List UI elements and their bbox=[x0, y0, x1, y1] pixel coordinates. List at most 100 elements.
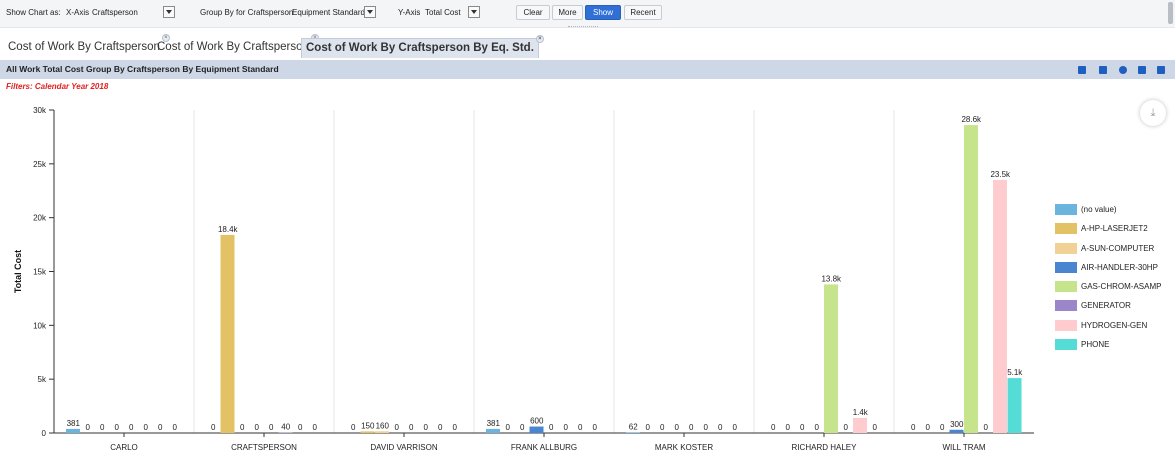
data-label: 0 bbox=[786, 423, 791, 432]
data-label: 0 bbox=[940, 423, 945, 432]
xaxis-select[interactable]: Craftsperson bbox=[92, 8, 138, 17]
legend-swatch bbox=[1055, 300, 1077, 312]
data-label: 0 bbox=[689, 423, 694, 432]
tab-cost-by-craftsperson-eq-std[interactable]: Cost of Work By Craftsperson By Eq. Std.… bbox=[301, 35, 544, 58]
print-icon[interactable] bbox=[1157, 66, 1165, 74]
legend-label: (no value) bbox=[1081, 205, 1117, 214]
bar bbox=[375, 431, 389, 433]
bar bbox=[824, 284, 838, 433]
more-button[interactable]: More bbox=[552, 5, 583, 20]
data-label: 0 bbox=[733, 423, 738, 432]
legend-swatch bbox=[1055, 339, 1077, 351]
data-label: 0 bbox=[660, 423, 665, 432]
tab-cost-by-craftsperson-1[interactable]: Cost of Work By Craftsperson × bbox=[4, 34, 170, 58]
data-label: 0 bbox=[984, 423, 989, 432]
data-label: 150 bbox=[361, 421, 375, 430]
x-tick-label: WILL TRAM bbox=[942, 443, 985, 452]
data-label: 0 bbox=[351, 423, 356, 432]
y-tick-label: 20k bbox=[33, 214, 47, 223]
bar bbox=[66, 428, 80, 433]
document-icon[interactable] bbox=[1138, 66, 1146, 74]
y-tick-label: 30k bbox=[33, 106, 47, 115]
legend-label: HYDROGEN-GEN bbox=[1081, 320, 1148, 330]
data-label: 0 bbox=[298, 423, 303, 432]
download-icon[interactable]: ⤓ bbox=[1140, 100, 1166, 126]
groupby-label: Group By for Craftsperson bbox=[200, 8, 294, 17]
show-button[interactable]: Show bbox=[585, 5, 621, 20]
data-label: 0 bbox=[86, 423, 91, 432]
data-label: 0 bbox=[771, 423, 776, 432]
x-tick-label: MARK KOSTER bbox=[655, 443, 713, 452]
xaxis-dropdown-icon[interactable] bbox=[163, 6, 175, 18]
legend-label: GAS-CHROM-ASAMP bbox=[1081, 282, 1162, 292]
pie-chart-icon[interactable] bbox=[1119, 66, 1127, 74]
x-tick-label: FRANK ALLBURG bbox=[511, 443, 577, 452]
x-tick-label: DAVID VARRISON bbox=[370, 443, 437, 452]
bar bbox=[360, 431, 375, 433]
resize-grip[interactable] bbox=[568, 26, 598, 28]
legend-label: PHONE bbox=[1081, 340, 1110, 350]
data-label: 160 bbox=[376, 421, 390, 430]
yaxis-select[interactable]: Total Cost bbox=[425, 8, 461, 17]
data-label: 40 bbox=[281, 423, 290, 432]
y-tick-label: 25k bbox=[33, 160, 47, 169]
data-label: 1.4k bbox=[853, 408, 869, 417]
recent-button[interactable]: Recent bbox=[624, 5, 662, 20]
data-label: 0 bbox=[240, 423, 245, 432]
data-label: 0 bbox=[453, 423, 458, 432]
panel-title: All Work Total Cost Group By Craftsperso… bbox=[6, 64, 279, 74]
legend-swatch bbox=[1055, 223, 1077, 235]
groupby-dropdown-icon[interactable] bbox=[364, 6, 376, 18]
y-tick-label: 5k bbox=[38, 375, 47, 384]
y-tick-label: 10k bbox=[33, 321, 47, 330]
data-label: 0 bbox=[100, 423, 105, 432]
show-chart-label: Show Chart as: bbox=[6, 8, 61, 17]
data-label: 0 bbox=[675, 423, 680, 432]
scrollbar-thumb[interactable] bbox=[1168, 2, 1173, 24]
bar bbox=[486, 428, 500, 433]
data-label: 0 bbox=[269, 423, 274, 432]
chart-toolbar: Show Chart as: X-Axis Craftsperson Group… bbox=[0, 0, 1175, 28]
bar bbox=[853, 417, 867, 433]
grid-icon[interactable] bbox=[1099, 66, 1107, 74]
bar bbox=[1007, 378, 1022, 433]
data-label: 0 bbox=[815, 423, 820, 432]
data-label: 0 bbox=[873, 423, 878, 432]
tab-label: Cost of Work By Craftsperson bbox=[8, 41, 160, 53]
data-label: 5.1k bbox=[1007, 368, 1023, 377]
legend-swatch bbox=[1055, 242, 1077, 254]
data-label: 0 bbox=[211, 423, 216, 432]
legend-swatch bbox=[1055, 319, 1077, 331]
close-icon[interactable]: × bbox=[535, 35, 544, 43]
data-label: 0 bbox=[520, 423, 525, 432]
clear-button[interactable]: Clear bbox=[516, 5, 550, 20]
y-tick-label: 15k bbox=[33, 268, 47, 277]
data-label: 62 bbox=[629, 422, 638, 431]
data-label: 0 bbox=[911, 423, 916, 432]
yaxis-dropdown-icon[interactable] bbox=[468, 6, 480, 18]
data-label: 0 bbox=[395, 423, 400, 432]
folder-icon[interactable] bbox=[1078, 66, 1086, 74]
data-label: 0 bbox=[173, 423, 178, 432]
groupby-select[interactable]: Equipment Standard bbox=[292, 8, 365, 17]
data-label: 0 bbox=[158, 423, 163, 432]
data-label: 0 bbox=[129, 423, 134, 432]
data-label: 0 bbox=[844, 423, 849, 432]
tab-cost-by-craftsperson-2[interactable]: Cost of Work By Craftsperson × bbox=[153, 34, 319, 58]
y-axis-title: Total Cost bbox=[13, 250, 23, 293]
data-label: 300 bbox=[950, 420, 964, 429]
x-tick-label: RICHARD HALEY bbox=[792, 443, 858, 452]
legend-label: GENERATOR bbox=[1081, 301, 1131, 311]
legend-swatch bbox=[1055, 261, 1077, 273]
bar bbox=[529, 426, 544, 433]
data-label: 0 bbox=[115, 423, 120, 432]
data-label: 0 bbox=[424, 423, 429, 432]
xaxis-label: X-Axis bbox=[66, 8, 90, 17]
close-icon[interactable]: × bbox=[161, 34, 170, 42]
legend-swatch bbox=[1055, 204, 1077, 215]
data-label: 381 bbox=[67, 419, 81, 428]
bar bbox=[626, 432, 640, 433]
data-label: 0 bbox=[646, 423, 651, 432]
bar bbox=[993, 179, 1007, 433]
